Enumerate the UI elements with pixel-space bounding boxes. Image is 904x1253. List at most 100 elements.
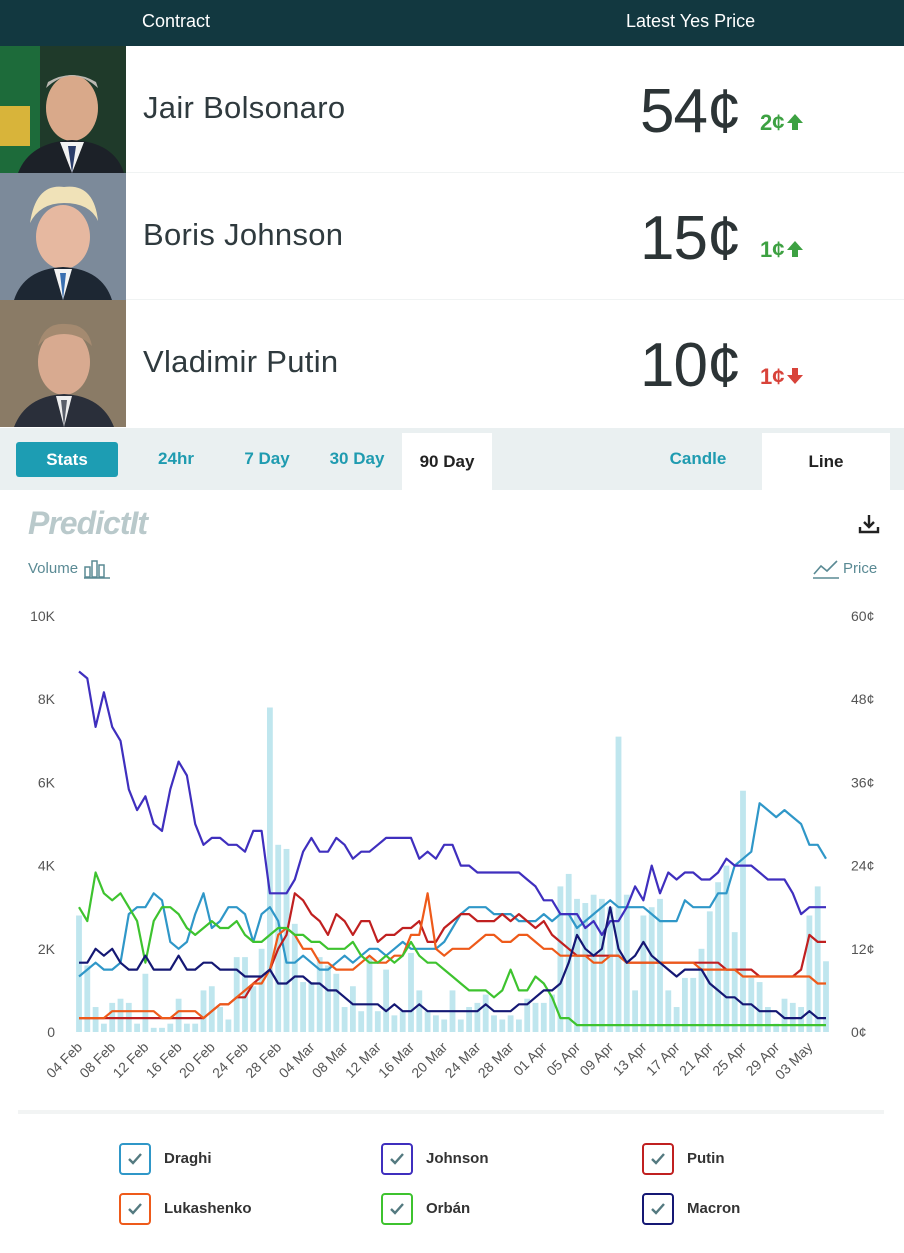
volume-bar [183, 1023, 190, 1032]
volume-bar [582, 903, 589, 1032]
stats-button[interactable]: Stats [16, 442, 118, 477]
volume-bar [665, 990, 672, 1032]
x-tick-label: 04 Feb [43, 1039, 85, 1081]
volume-bar [192, 1023, 199, 1032]
volume-bar [723, 865, 730, 1032]
volume-bar [283, 848, 290, 1032]
contract-row-putin[interactable]: Vladimir Putin 10¢ 1¢ [0, 300, 904, 427]
price-tick-label: 36¢ [851, 774, 874, 790]
volume-bar [806, 915, 813, 1032]
volume-bar [416, 990, 423, 1032]
checkbox[interactable] [119, 1143, 151, 1175]
contract-row-johnson[interactable]: Boris Johnson 15¢ 1¢ [0, 173, 904, 300]
price-tick-label: 12¢ [851, 941, 874, 957]
volume-bar [557, 886, 564, 1032]
price-axis-label: Price [843, 560, 878, 577]
volume-tick-label: 2K [38, 941, 56, 957]
x-tick-label: 08 Mar [309, 1039, 351, 1081]
checkbox[interactable] [642, 1193, 674, 1225]
volume-bar [266, 707, 273, 1032]
volume-bar [424, 1011, 431, 1032]
volume-bar [399, 1011, 406, 1032]
volume-bar [491, 1015, 497, 1032]
contract-row-bolsonaro[interactable]: Jair Bolsonaro 54¢ 2¢ [0, 46, 904, 173]
price-change: 1¢ [760, 237, 804, 263]
latest-price: 10¢ [640, 331, 741, 400]
volume-bar [92, 1007, 99, 1032]
x-tick-label: 16 Mar [375, 1039, 417, 1081]
volume-bar [408, 952, 414, 1032]
download-icon[interactable] [858, 514, 880, 534]
check-icon [651, 1153, 665, 1165]
legend-label: Draghi [164, 1150, 212, 1167]
volume-bar [640, 915, 647, 1032]
volume-bar [773, 1023, 780, 1032]
contract-name: Boris Johnson [143, 217, 344, 252]
avatar [0, 173, 126, 300]
volume-bar [258, 948, 265, 1032]
check-icon [128, 1153, 142, 1165]
volume-bar [300, 982, 307, 1032]
volume-bar [325, 965, 331, 1032]
volume-bar [167, 1023, 174, 1032]
volume-bar [515, 1019, 522, 1032]
volume-bar [374, 1011, 381, 1032]
volume-bar [731, 932, 738, 1032]
line-chart-icon [813, 560, 839, 579]
x-tick-label: 12 Feb [109, 1039, 151, 1081]
x-tick-label: 25 Apr [709, 1039, 749, 1079]
volume-bar [233, 957, 240, 1032]
volume-tick-label: 6K [38, 774, 56, 790]
volume-tick-label: 0 [47, 1024, 55, 1040]
series-line-macron [79, 906, 826, 1020]
x-tick-label: 03 May [772, 1039, 816, 1083]
tab-30-day[interactable]: 30 Day [329, 449, 385, 468]
volume-tick-label: 8K [38, 691, 56, 707]
price-tick-label: 24¢ [851, 858, 874, 874]
volume-bar [250, 986, 257, 1032]
volume-bar [383, 969, 390, 1032]
volume-bar [441, 1019, 448, 1032]
x-tick-label: 13 Apr [610, 1039, 650, 1079]
volume-tick-label: 10K [30, 608, 56, 624]
predictit-logo: PredictIt [28, 505, 148, 541]
tab-candle[interactable]: Candle [669, 449, 727, 468]
latest-price: 54¢ [640, 77, 741, 146]
volume-bar [117, 998, 124, 1032]
tab-24hr[interactable]: 24hr [158, 449, 194, 468]
checkbox[interactable] [642, 1143, 674, 1175]
checkbox[interactable] [119, 1193, 151, 1225]
volume-bar [316, 957, 323, 1032]
tab-7-day[interactable]: 7 Day [244, 449, 290, 468]
check-icon [390, 1203, 404, 1215]
legend-label: Orbán [426, 1200, 471, 1217]
tab-line[interactable]: Line [762, 433, 890, 490]
volume-bar [706, 911, 713, 1032]
checkbox[interactable] [381, 1193, 413, 1225]
legend-label: Putin [687, 1150, 725, 1167]
x-tick-label: 24 Mar [441, 1039, 483, 1081]
volume-bar [715, 882, 722, 1032]
avatar [0, 46, 126, 173]
volume-bar [681, 977, 688, 1032]
x-tick-label: 28 Feb [242, 1039, 284, 1081]
x-tick-label: 09 Apr [576, 1039, 616, 1079]
series-line-draghi [78, 802, 827, 978]
price-change: 1¢ [760, 364, 804, 390]
price-chart-panel: 0 2K 4K 6K 8K 10K 0¢ 12¢ 24¢ 36¢ 48¢ 60¢ 04 Feb 08 Fe… [0, 490, 904, 1110]
tab-90-day[interactable]: 90 Day [402, 433, 492, 490]
volume-bar [574, 898, 580, 1032]
bar-chart-icon [84, 560, 110, 579]
volume-bar [632, 990, 639, 1032]
chart-tab-bar: Stats 24hr 7 Day 30 Day 90 Day Candle Li… [0, 428, 904, 490]
volume-bar [341, 1007, 348, 1032]
volume-bar [150, 1027, 157, 1032]
volume-bar [698, 948, 705, 1032]
avatar [0, 300, 126, 427]
volume-bar [474, 1002, 481, 1032]
checkbox[interactable] [381, 1143, 413, 1175]
price-tick-label: 60¢ [851, 608, 874, 624]
x-tick-label: 28 Mar [475, 1039, 517, 1081]
volume-bar [100, 1023, 107, 1032]
x-tick-label: 16 Feb [143, 1039, 185, 1081]
